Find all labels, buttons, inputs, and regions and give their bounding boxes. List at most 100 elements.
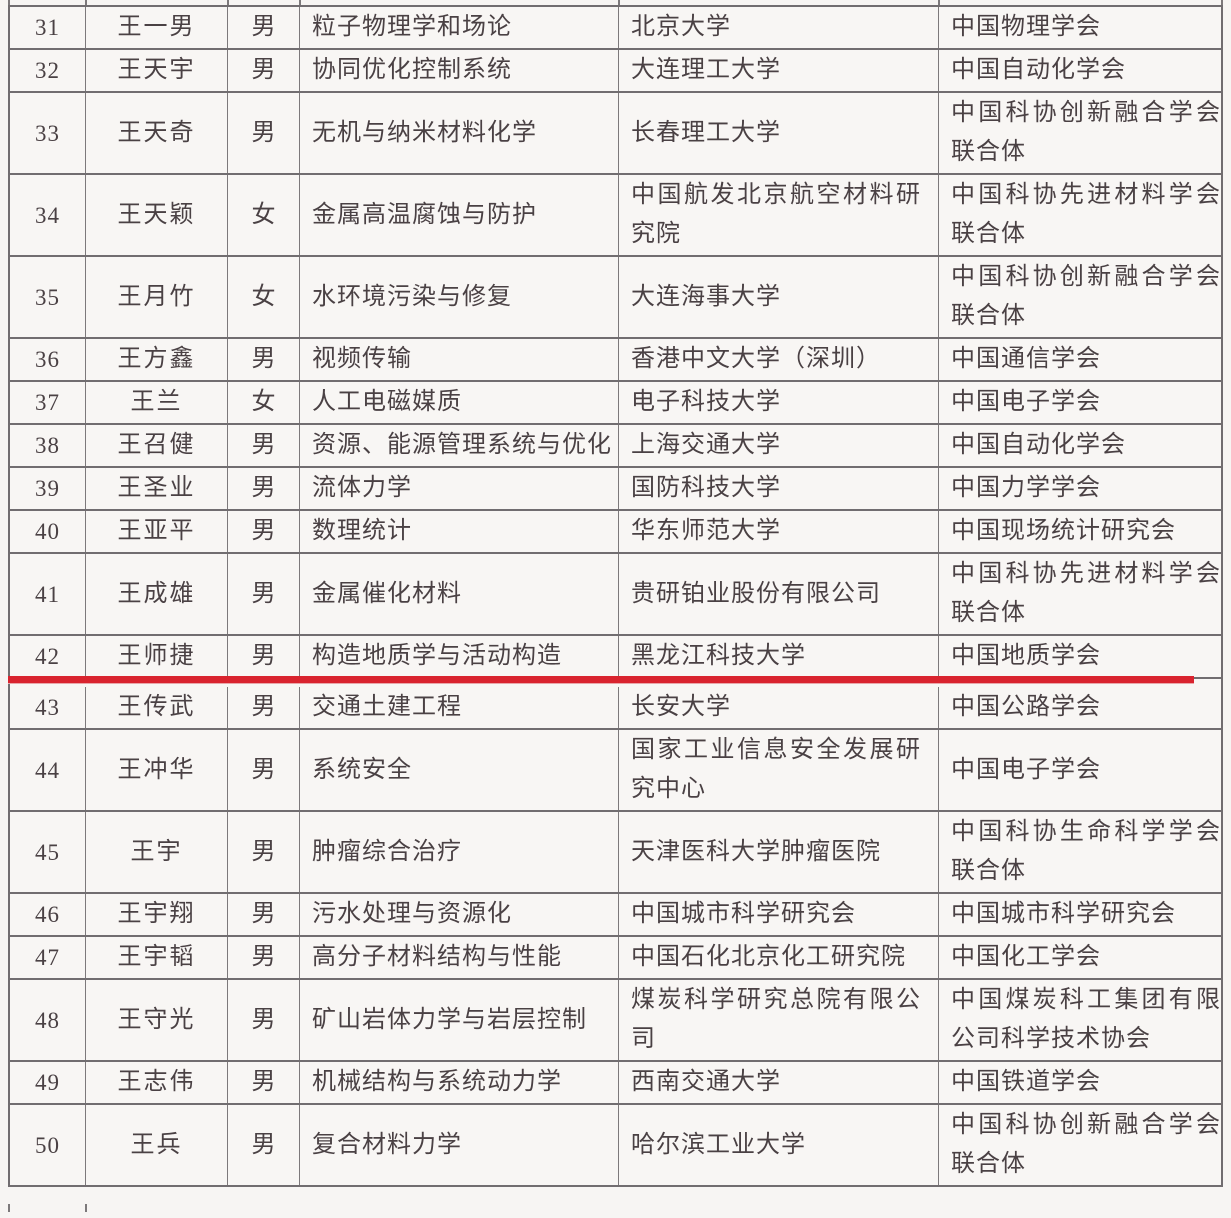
field-cell: 矿山岩体力学与岩层控制	[300, 980, 619, 1060]
table-row: 37 王兰 女 人工电磁媒质 电子科技大学 中国电子学会	[10, 382, 1221, 425]
society-cell: 中国煤炭科工集团有限公司科学技术协会	[939, 980, 1221, 1060]
gender-value: 男	[251, 1006, 276, 1033]
gender-value: 男	[251, 432, 276, 458]
table-row: 48 王守光 男 矿山岩体力学与岩层控制 煤炭科学研究总院有限公司 中国煤炭科工…	[10, 980, 1221, 1062]
society-cell: 中国现场统计研究会	[939, 511, 1221, 552]
row-number: 43	[35, 695, 60, 720]
table-divider-stub	[85, 0, 87, 5]
field-cell: 金属高温腐蚀与防护	[300, 175, 619, 255]
table-row: 43 王传武 男 交通土建工程 长安大学 中国公路学会	[10, 687, 1221, 730]
row-number: 38	[35, 433, 60, 458]
person-name: 王天宇	[117, 57, 196, 83]
person-name: 王成雄	[117, 580, 196, 607]
table-divider-stub	[227, 0, 229, 5]
row-number-cell: 47	[10, 937, 86, 978]
table-row: 32 王天宇 男 协同优化控制系统 大连理工大学 中国自动化学会	[10, 50, 1221, 93]
row-number: 35	[35, 284, 60, 310]
society-cell: 中国公路学会	[939, 687, 1221, 728]
gender-value: 男	[251, 694, 276, 720]
institution-name: 中国城市科学研究会	[631, 901, 856, 927]
institution-cell: 中国城市科学研究会	[619, 894, 939, 935]
society-name: 中国科协创新融合学会联合体	[951, 1112, 1221, 1177]
society-cell: 中国铁道学会	[939, 1062, 1221, 1103]
gender-value: 男	[251, 643, 276, 669]
gender-cell: 男	[228, 1062, 300, 1103]
person-name: 王兰	[130, 389, 183, 415]
research-field: 复合材料力学	[312, 1131, 462, 1158]
institution-name: 国家工业信息安全发展研究中心	[631, 737, 921, 802]
row-number-cell: 41	[10, 554, 86, 634]
gender-value: 男	[251, 1131, 276, 1158]
gender-cell: 男	[228, 554, 300, 634]
institution-cell: 国防科技大学	[619, 468, 939, 509]
gender-cell: 男	[228, 812, 300, 892]
gender-value: 女	[251, 389, 276, 415]
research-field: 人工电磁媒质	[312, 389, 462, 415]
gender-cell: 男	[228, 50, 300, 91]
row-number: 42	[35, 644, 60, 669]
society-name: 中国铁道学会	[951, 1069, 1101, 1095]
research-field: 水环境污染与修复	[312, 283, 512, 310]
person-name: 王圣业	[117, 475, 196, 501]
society-name: 中国科协先进材料学会联合体	[951, 561, 1221, 626]
gender-value: 女	[251, 201, 276, 228]
gender-value: 男	[251, 518, 276, 544]
gender-cell: 男	[228, 937, 300, 978]
institution-cell: 长春理工大学	[619, 93, 939, 173]
institution-name: 香港中文大学（深圳）	[631, 346, 881, 372]
institution-cell: 上海交通大学	[619, 425, 939, 466]
name-cell: 王月竹	[86, 257, 228, 337]
table-row: 39 王圣业 男 流体力学 国防科技大学 中国力学学会	[10, 468, 1221, 511]
row-number-cell: 34	[10, 175, 86, 255]
field-cell: 流体力学	[300, 468, 619, 509]
institution-cell: 黑龙江科技大学	[619, 636, 939, 677]
table-row: 44 王冲华 男 系统安全 国家工业信息安全发展研究中心 中国电子学会	[10, 730, 1221, 812]
row-number: 33	[35, 120, 60, 146]
research-field: 污水处理与资源化	[312, 901, 512, 927]
row-number: 37	[35, 390, 60, 415]
institution-name: 上海交通大学	[631, 432, 781, 458]
society-cell: 中国力学学会	[939, 468, 1221, 509]
gender-cell: 男	[228, 687, 300, 728]
research-field: 机械结构与系统动力学	[312, 1069, 562, 1095]
gender-value: 男	[251, 944, 276, 970]
institution-name: 大连海事大学	[631, 283, 781, 310]
name-cell: 王宇翔	[86, 894, 228, 935]
person-name: 王冲华	[117, 756, 196, 783]
gender-cell: 男	[228, 425, 300, 466]
institution-name: 中国石化北京化工研究院	[631, 944, 906, 970]
gender-value: 男	[251, 119, 276, 146]
research-field: 协同优化控制系统	[312, 57, 512, 83]
table-row: 31 王一男 男 粒子物理学和场论 北京大学 中国物理学会	[10, 7, 1221, 50]
society-name: 中国力学学会	[951, 475, 1101, 501]
field-cell: 数理统计	[300, 511, 619, 552]
table-row: 40 王亚平 男 数理统计 华东师范大学 中国现场统计研究会	[10, 511, 1221, 554]
institution-cell: 中国航发北京航空材料研究院	[619, 175, 939, 255]
research-field: 高分子材料结构与性能	[312, 944, 562, 970]
society-cell: 中国科协创新融合学会联合体	[939, 1105, 1221, 1185]
field-cell: 肿瘤综合治疗	[300, 812, 619, 892]
person-name: 王师捷	[117, 643, 196, 669]
field-cell: 人工电磁媒质	[300, 382, 619, 423]
gender-cell: 女	[228, 382, 300, 423]
name-cell: 王兰	[86, 382, 228, 423]
gender-cell: 男	[228, 511, 300, 552]
society-name: 中国公路学会	[951, 694, 1101, 720]
research-field: 粒子物理学和场论	[312, 14, 512, 40]
research-field: 资源、能源管理系统与优化	[312, 432, 612, 458]
field-cell: 无机与纳米材料化学	[300, 93, 619, 173]
row-number: 44	[35, 757, 60, 783]
gender-value: 男	[251, 14, 276, 40]
institution-cell: 大连理工大学	[619, 50, 939, 91]
name-cell: 王兵	[86, 1105, 228, 1185]
society-cell: 中国自动化学会	[939, 50, 1221, 91]
row-number-cell: 45	[10, 812, 86, 892]
name-cell: 王志伟	[86, 1062, 228, 1103]
gender-cell: 男	[228, 636, 300, 677]
institution-cell: 香港中文大学（深圳）	[619, 339, 939, 380]
society-name: 中国地质学会	[951, 643, 1101, 669]
name-cell: 王天宇	[86, 50, 228, 91]
society-name: 中国科协生命科学学会联合体	[951, 819, 1221, 884]
research-field: 矿山岩体力学与岩层控制	[312, 1006, 587, 1033]
name-cell: 王宇	[86, 812, 228, 892]
